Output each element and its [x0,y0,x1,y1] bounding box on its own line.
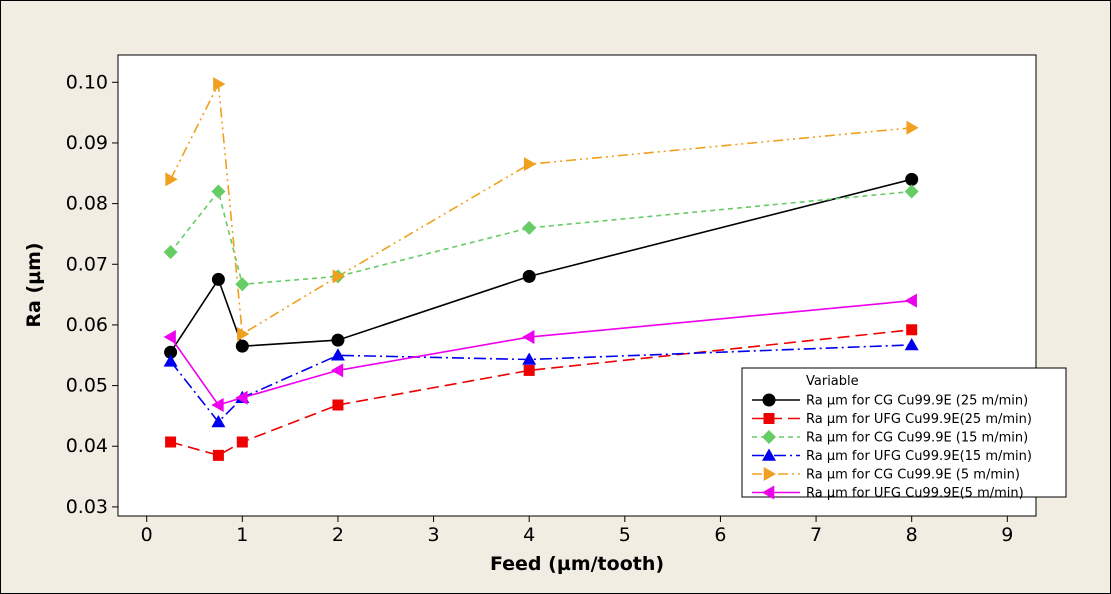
data-point [165,172,178,187]
legend-marker [763,467,776,481]
axes: 0 1 2 3 4 5 6 7 8 9 0.03 0.04 0.05 0.06 0.07 0.08 0.09 0.… [66,71,1014,546]
data-point [212,449,224,461]
x-tick-label: 1 [236,524,248,546]
legend-marker [762,485,775,500]
series-line-5 [169,81,912,336]
legend-title: Variable [806,374,859,389]
x-tick-label: 5 [619,524,631,546]
series-line-3 [169,189,912,286]
data-point [904,293,917,308]
series-line-6 [169,299,912,406]
series-line-4 [169,344,912,424]
data-point [211,414,226,428]
legend-marker [762,430,776,444]
x-tick-label: 7 [810,524,822,546]
data-point [165,436,177,448]
legend-label: Ra µm for UFG Cu99.9E(15 m/min) [806,449,1032,464]
data-point [331,333,345,347]
legend-marker [762,393,776,407]
legend-box [741,367,1067,498]
data-point [906,120,919,135]
series-lines [169,81,912,457]
data-point [523,364,535,376]
legend-label: Ra µm for CG Cu99.9E (25 m/min) [806,394,1028,409]
x-axis-title: Feed (µm/tooth) [490,553,664,575]
data-point [332,269,345,284]
data-point [522,330,535,345]
y-tick-label: 0.04 [66,435,108,457]
data-point [330,363,344,378]
legend-entries: Ra µm for CG Cu99.9E (25 m/min) Ra µm for… [752,393,1032,501]
x-tick-label: 8 [906,524,918,546]
series-line-1 [169,178,912,353]
y-tick-label: 0.03 [66,496,108,518]
data-point [211,184,226,199]
y-tick-label: 0.09 [66,132,108,154]
data-point [523,157,537,172]
data-point [235,277,250,292]
legend-label: Ra µm for CG Cu99.9E (15 m/min) [806,431,1028,446]
x-tick-label: 0 [141,524,153,546]
data-point [213,77,226,92]
y-tick-label: 0.08 [66,193,108,215]
data-point [906,324,918,336]
data-point [332,399,344,411]
y-axis-title: Ra (µm) [23,242,45,327]
x-tick-label: 2 [332,524,344,546]
data-point [904,337,919,351]
data-point [163,330,176,345]
x-tick-label: 3 [428,524,440,546]
data-point [330,348,345,361]
legend: Variable Ra µm for CG Cu99.9E (25 m/min)… [741,367,1067,501]
data-point [211,397,224,412]
y-tick-label: 0.07 [66,253,108,275]
y-tick-label: 0.06 [66,314,108,336]
legend-marker [762,448,776,461]
data-point [905,172,919,186]
data-point [211,272,225,286]
data-point [235,390,248,405]
x-tick-label: 6 [714,524,726,546]
y-tick-label: 0.10 [66,71,108,93]
y-tick-label: 0.05 [66,375,108,397]
data-point [522,269,536,283]
data-point [163,245,178,260]
legend-label: Ra µm for UFG Cu99.9E(25 m/min) [806,412,1032,427]
legend-label: Ra µm for CG Cu99.9E (5 m/min) [806,468,1020,483]
data-point [237,327,250,342]
x-tick-label: 4 [523,524,535,546]
legend-label: Ra µm for UFG Cu99.9E(5 m/min) [806,486,1024,501]
data-point [522,352,537,365]
series-markers [163,77,919,461]
data-point [904,184,919,199]
legend-marker [763,413,775,424]
data-point [236,436,248,448]
data-point [522,220,537,235]
x-tick-label: 9 [1001,524,1013,546]
series-line-2 [170,329,912,457]
data-point [163,354,178,367]
data-point [235,339,249,353]
